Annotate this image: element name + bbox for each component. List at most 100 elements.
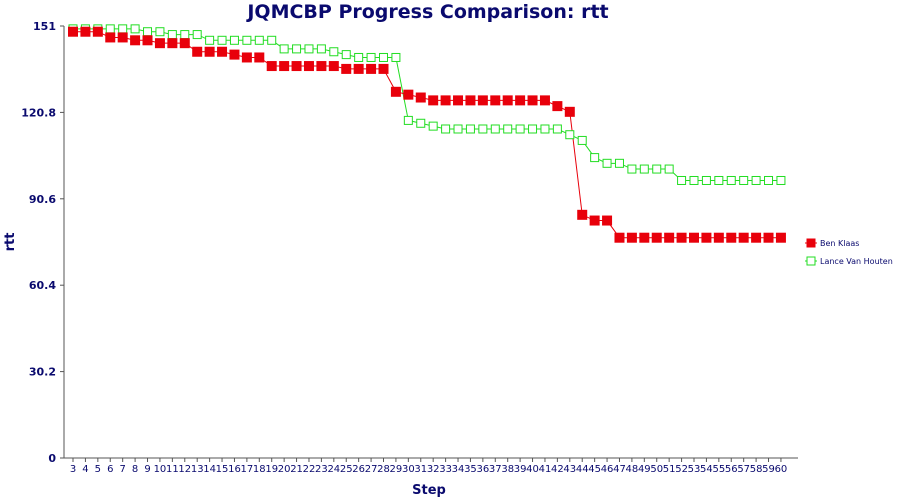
- data-point: [539, 95, 550, 106]
- x-tick-label: 19: [265, 464, 278, 475]
- data-point: [664, 164, 674, 174]
- data-point: [602, 215, 613, 226]
- x-tick-label: 29: [390, 464, 403, 475]
- x-tick-label: 48: [626, 464, 639, 475]
- data-point: [353, 63, 364, 74]
- data-point: [316, 61, 327, 72]
- data-point: [515, 124, 525, 134]
- x-tick-label: 42: [551, 464, 564, 475]
- x-tick-label: 33: [439, 464, 452, 475]
- data-point: [279, 44, 289, 54]
- data-point: [179, 38, 190, 49]
- data-point: [378, 63, 389, 74]
- data-point: [292, 44, 302, 54]
- data-point: [428, 95, 439, 106]
- data-point: [415, 92, 426, 103]
- data-point: [254, 35, 264, 45]
- series-markers: [68, 24, 786, 243]
- x-ticks: 3 4 5 6 7 8 9 10 11 12 13 14 15 16 17 18 19 20 21 22 23 24 25 2…: [70, 458, 787, 475]
- data-point: [552, 101, 563, 112]
- data-point: [354, 52, 364, 62]
- data-point: [130, 35, 141, 46]
- x-tick-label: 40: [526, 464, 539, 475]
- data-point: [241, 52, 252, 63]
- data-point: [763, 232, 774, 243]
- x-tick-label: 18: [253, 464, 266, 475]
- y-tick-label: 60.4: [29, 279, 56, 292]
- axes: [63, 26, 798, 459]
- data-point: [701, 232, 712, 243]
- y-tick-label: 151: [33, 20, 56, 33]
- x-tick-label: 53: [688, 464, 701, 475]
- x-tick-label: 11: [166, 464, 179, 475]
- x-tick-label: 52: [675, 464, 688, 475]
- data-point: [527, 95, 538, 106]
- data-point: [441, 124, 451, 134]
- x-tick-label: 54: [700, 464, 713, 475]
- data-point: [142, 35, 153, 46]
- data-point: [502, 95, 513, 106]
- data-point: [664, 232, 675, 243]
- data-point: [465, 95, 476, 106]
- x-tick-label: 14: [203, 464, 216, 475]
- legend: Ben Klaas Lance Van Houten: [805, 238, 893, 266]
- chart-title: JQMCBP Progress Comparison: rtt: [245, 1, 608, 23]
- x-tick-label: 51: [663, 464, 676, 475]
- x-tick-label: 26: [352, 464, 365, 475]
- x-tick-label: 59: [762, 464, 775, 475]
- data-point: [303, 61, 314, 72]
- data-point: [154, 38, 165, 49]
- data-point: [217, 35, 227, 45]
- data-point: [614, 232, 625, 243]
- x-tick-label: 30: [402, 464, 415, 475]
- x-tick-label: 7: [119, 464, 125, 475]
- data-point: [714, 175, 724, 185]
- x-tick-label: 43: [563, 464, 576, 475]
- legend-marker: [806, 256, 816, 266]
- x-tick-label: 34: [452, 464, 465, 475]
- data-point: [589, 215, 600, 226]
- data-point: [751, 232, 762, 243]
- data-point: [68, 26, 78, 37]
- x-tick-label: 47: [613, 464, 626, 475]
- data-point: [254, 52, 265, 63]
- data-point: [540, 124, 550, 134]
- x-tick-label: 3: [70, 464, 76, 475]
- data-point: [577, 209, 588, 220]
- data-point: [453, 124, 463, 134]
- data-point: [118, 24, 128, 34]
- x-tick-label: 23: [315, 464, 328, 475]
- data-point: [503, 124, 513, 134]
- y-axis-label: rtt: [3, 233, 18, 252]
- x-tick-label: 20: [278, 464, 291, 475]
- x-tick-label: 32: [427, 464, 440, 475]
- data-point: [143, 27, 153, 37]
- data-point: [701, 175, 711, 185]
- data-point: [267, 35, 277, 45]
- x-tick-label: 21: [290, 464, 303, 475]
- x-tick-label: 41: [539, 464, 552, 475]
- data-point: [565, 130, 575, 140]
- data-point: [552, 124, 562, 134]
- data-point: [328, 61, 339, 72]
- data-point: [490, 95, 501, 106]
- y-ticks: 0 30.2 60.4 90.6 120.8 151: [21, 20, 64, 465]
- x-tick-label: 55: [712, 464, 725, 475]
- legend-label: Ben Klaas: [820, 239, 859, 248]
- x-tick-label: 31: [414, 464, 427, 475]
- data-point: [192, 30, 202, 40]
- data-point: [776, 175, 786, 185]
- data-point: [180, 30, 190, 40]
- data-point: [403, 89, 414, 100]
- y-tick-label: 30.2: [29, 366, 56, 379]
- data-point: [775, 232, 786, 243]
- data-point: [726, 232, 737, 243]
- data-point: [713, 232, 724, 243]
- data-point: [92, 26, 103, 37]
- data-point: [192, 46, 203, 57]
- data-point: [242, 35, 252, 45]
- data-point: [689, 175, 699, 185]
- data-point: [490, 124, 500, 134]
